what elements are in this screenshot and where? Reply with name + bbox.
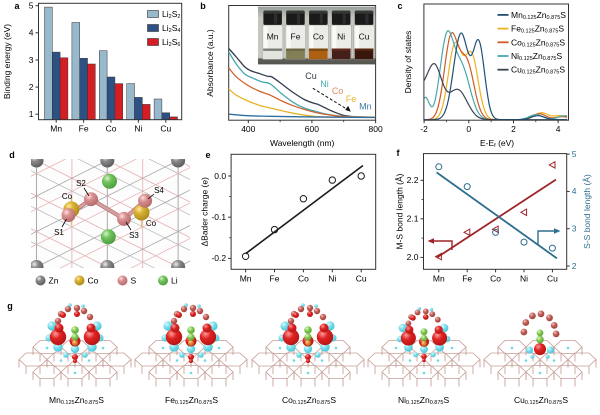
- svg-text:Density of states: Density of states: [403, 31, 413, 94]
- svg-text:e: e: [205, 150, 210, 160]
- svg-text:Li2S6: Li2S6: [162, 37, 180, 48]
- svg-text:Fe: Fe: [462, 273, 472, 283]
- svg-text:2: 2: [572, 261, 577, 271]
- svg-text:Fe0.125Zn0.875S: Fe0.125Zn0.875S: [165, 395, 218, 406]
- svg-text:4: 4: [29, 28, 34, 38]
- svg-text:Cu: Cu: [356, 273, 367, 283]
- svg-text:-0.2: -0.2: [211, 253, 226, 263]
- svg-text:Co: Co: [62, 192, 73, 201]
- svg-text:Co0.125Zn0.875S: Co0.125Zn0.875S: [511, 37, 565, 48]
- svg-text:Co: Co: [490, 273, 501, 283]
- svg-text:f: f: [397, 148, 401, 158]
- svg-text:Cu: Cu: [547, 273, 558, 283]
- svg-text:800: 800: [369, 124, 383, 134]
- svg-text:-2: -2: [420, 124, 428, 134]
- svg-text:S3: S3: [129, 231, 139, 240]
- svg-text:S-S bond length (Å): S-S bond length (Å): [582, 174, 592, 249]
- svg-text:Ni: Ni: [520, 273, 528, 283]
- svg-text:5: 5: [572, 149, 577, 159]
- svg-text:Cu0.125Zn0.875S: Cu0.125Zn0.875S: [511, 65, 565, 76]
- svg-text:4: 4: [572, 186, 577, 196]
- svg-text:Wavelength (nm): Wavelength (nm): [270, 138, 335, 148]
- svg-text:S1: S1: [54, 228, 64, 237]
- svg-text:S: S: [131, 276, 137, 286]
- svg-text:2: 2: [511, 124, 516, 134]
- svg-text:Ni0.125Zn0.875S: Ni0.125Zn0.875S: [398, 395, 449, 406]
- svg-text:Co: Co: [313, 32, 324, 42]
- svg-text:Cu: Cu: [359, 32, 370, 42]
- svg-text:Binding energy (eV): Binding energy (eV): [2, 24, 12, 99]
- svg-text:Li2S4: Li2S4: [162, 23, 180, 34]
- svg-text:Co0.125Zn0.875S: Co0.125Zn0.875S: [282, 395, 336, 406]
- svg-text:4: 4: [556, 124, 561, 134]
- svg-text:d: d: [9, 150, 15, 160]
- svg-text:3: 3: [572, 224, 577, 234]
- svg-text:S4: S4: [154, 186, 164, 195]
- svg-text:3: 3: [29, 55, 34, 65]
- svg-text:1: 1: [29, 109, 34, 119]
- svg-text:400: 400: [241, 124, 255, 134]
- svg-text:2.2: 2.2: [407, 175, 419, 185]
- svg-text:a: a: [14, 1, 20, 11]
- svg-text:Fe: Fe: [79, 124, 89, 134]
- svg-text:Mn: Mn: [240, 273, 252, 283]
- svg-text:Mn: Mn: [267, 32, 279, 42]
- svg-text:g: g: [7, 301, 13, 311]
- svg-text:ΔBader charge (e): ΔBader charge (e): [200, 177, 210, 247]
- svg-text:Cu0.125Zn0.875S: Cu0.125Zn0.875S: [514, 395, 568, 406]
- svg-text:E-Ef (eV): E-Ef (eV): [480, 138, 514, 149]
- svg-text:2: 2: [29, 82, 34, 92]
- svg-text:Absorbance (a.u.): Absorbance (a.u.): [205, 29, 215, 97]
- svg-text:Co: Co: [332, 86, 344, 96]
- svg-text:Fe: Fe: [346, 94, 357, 104]
- svg-text:Cu: Cu: [305, 71, 317, 81]
- svg-text:Mn: Mn: [359, 101, 372, 111]
- svg-text:S2: S2: [76, 179, 86, 188]
- svg-text:Co: Co: [298, 273, 309, 283]
- svg-text:Mn: Mn: [50, 124, 62, 134]
- svg-text:2.0: 2.0: [407, 252, 419, 262]
- svg-text:Fe: Fe: [291, 32, 301, 42]
- svg-text:Mn0.125Zn0.875S: Mn0.125Zn0.875S: [49, 395, 104, 406]
- svg-text:600: 600: [305, 124, 319, 134]
- svg-text:b: b: [200, 1, 206, 11]
- svg-text:Ni: Ni: [328, 273, 336, 283]
- svg-text:Co: Co: [88, 276, 99, 286]
- svg-text:0.0: 0.0: [214, 171, 226, 181]
- svg-text:Fe: Fe: [270, 273, 280, 283]
- svg-text:-0.1: -0.1: [211, 212, 226, 222]
- svg-text:Mn: Mn: [433, 273, 445, 283]
- svg-text:Li2S2: Li2S2: [162, 9, 180, 20]
- svg-text:Li: Li: [171, 276, 178, 286]
- svg-text:Fe0.125Zn0.875S: Fe0.125Zn0.875S: [511, 24, 564, 35]
- svg-text:Ni: Ni: [134, 124, 142, 134]
- svg-text:Zn: Zn: [49, 276, 59, 286]
- svg-text:Mn0.125Zn0.875S: Mn0.125Zn0.875S: [511, 10, 566, 21]
- svg-text:Ni0.125Zn0.875S: Ni0.125Zn0.875S: [511, 51, 562, 62]
- svg-text:Co: Co: [106, 124, 117, 134]
- svg-text:Cu: Cu: [160, 124, 171, 134]
- svg-text:Co: Co: [146, 219, 157, 228]
- svg-text:2.1: 2.1: [407, 214, 419, 224]
- svg-text:5: 5: [29, 1, 34, 11]
- svg-text:c: c: [397, 1, 402, 11]
- svg-text:0: 0: [466, 124, 471, 134]
- svg-text:Ni: Ni: [337, 32, 345, 42]
- svg-text:Ni: Ni: [320, 79, 329, 89]
- svg-text:M-S bond length (Å): M-S bond length (Å): [395, 173, 405, 249]
